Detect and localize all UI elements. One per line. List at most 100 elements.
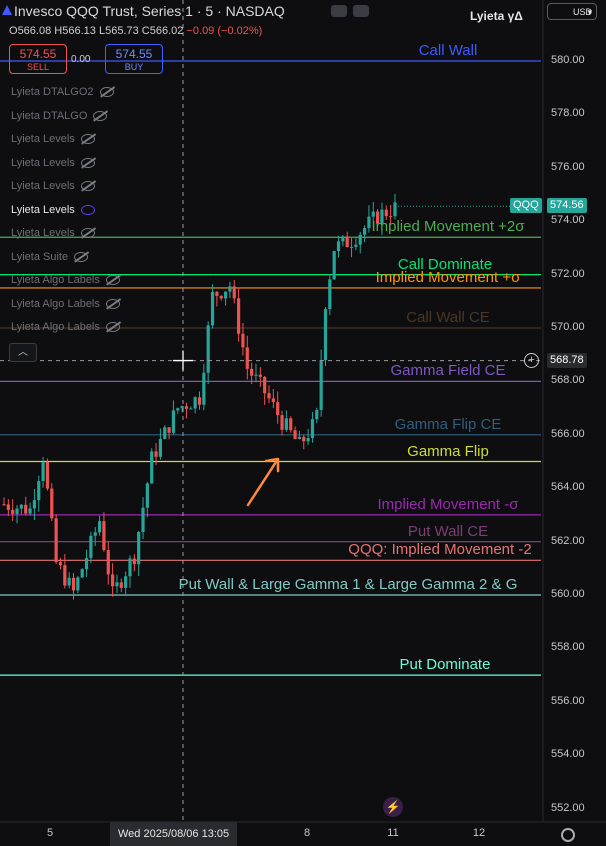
candle-body	[371, 211, 375, 217]
candle-body	[358, 234, 362, 245]
eye-off-icon[interactable]	[74, 251, 89, 262]
price-tick: 558.00	[551, 641, 585, 654]
eye-off-icon[interactable]	[105, 322, 120, 333]
level-label: Put Wall CE	[407, 522, 489, 540]
price-tick: 572.00	[551, 267, 585, 280]
price-tick: 574.00	[551, 214, 585, 227]
eye-off-icon[interactable]	[105, 275, 120, 286]
level-label: Call Wall	[418, 42, 478, 59]
crosshair	[0, 0, 541, 822]
candle-body	[41, 461, 45, 482]
indicator-item[interactable]: Lyieta DTALGO2	[11, 84, 114, 100]
candle-body	[293, 430, 297, 439]
candle-body	[302, 436, 306, 442]
candle-body	[97, 521, 102, 533]
buy-button[interactable]: 574.55 BUY	[105, 44, 163, 74]
candle-body	[50, 488, 54, 519]
eye-off-icon[interactable]	[105, 298, 120, 309]
indicator-item[interactable]: Lyieta Suite	[11, 249, 89, 265]
ohlc-readout: O566.08 H566.13 L565.73 C566.02 −0.09 (−…	[9, 25, 263, 37]
indicator-item[interactable]: Lyieta Algo Labels	[11, 272, 120, 288]
eye-off-icon[interactable]	[80, 134, 95, 145]
candle-body	[115, 582, 119, 587]
candle-body	[345, 236, 349, 248]
indicator-item[interactable]: Lyieta Levels	[11, 131, 95, 147]
level-label: Implied Movement +2σ	[371, 218, 525, 236]
level-label: Call Wall CE	[406, 309, 490, 326]
indicator-item[interactable]: Lyieta Algo Labels	[11, 296, 120, 312]
candle-body	[367, 216, 371, 229]
candle-body	[245, 347, 249, 369]
settings-button[interactable]	[353, 5, 369, 17]
candle-body	[163, 427, 167, 439]
candle-body	[232, 286, 236, 299]
indicator-item[interactable]: Lyieta Levels	[11, 155, 95, 171]
candle-body	[176, 408, 180, 411]
chart-grid	[0, 0, 606, 823]
candle-body	[106, 550, 110, 575]
indicator-item[interactable]: Lyieta Levels	[11, 202, 95, 218]
candle-body	[24, 504, 28, 514]
level-label: Put Wall & Large Gamma 1 & Large Gamma 2…	[178, 576, 518, 593]
candle-body	[250, 368, 254, 376]
candle-body	[228, 286, 232, 292]
candle-body	[332, 251, 336, 280]
time-tick: 12	[472, 827, 486, 839]
indicator-item[interactable]: Lyieta Levels	[11, 225, 95, 241]
indicator-item[interactable]: Lyieta Algo Labels	[11, 319, 120, 335]
candle-body	[132, 558, 136, 565]
eye-off-icon[interactable]	[80, 157, 95, 168]
candle-body	[202, 372, 206, 405]
time-tick: 5	[46, 827, 54, 839]
candle-body	[258, 374, 262, 377]
candle-body	[102, 521, 106, 551]
candle-body	[315, 409, 319, 420]
candle-body	[354, 244, 358, 247]
candle-body	[63, 565, 67, 586]
candle-body	[241, 333, 245, 348]
candle-body	[193, 397, 197, 409]
candlestick-series	[2, 193, 541, 600]
candle-body	[263, 376, 267, 394]
gear-icon[interactable]	[561, 828, 575, 842]
arrow-head	[264, 457, 280, 473]
eye-off-icon[interactable]	[99, 87, 114, 98]
crosshair-price-badge: 568.78	[547, 352, 587, 368]
price-tick: 552.00	[551, 801, 585, 814]
minimize-button[interactable]	[331, 5, 347, 17]
price-tick: 576.00	[551, 160, 585, 173]
collapse-button[interactable]: ︿	[9, 343, 37, 362]
eye-off-icon[interactable]	[80, 181, 95, 192]
sell-button[interactable]: 574.55 SELL	[9, 44, 67, 74]
candle-body	[306, 438, 310, 442]
eye-off-icon[interactable]	[93, 110, 108, 121]
add-alert-icon[interactable]: +	[524, 353, 539, 368]
eye-off-icon[interactable]	[80, 228, 95, 239]
lightning-icon[interactable]: ⚡	[383, 797, 403, 817]
candle-body	[389, 216, 393, 218]
indicator-item[interactable]: Lyieta Levels	[11, 178, 95, 194]
candle-body	[141, 507, 145, 533]
candle-body	[223, 291, 228, 299]
currency-select[interactable]: USD ▾	[547, 3, 597, 20]
candle-body	[11, 509, 15, 514]
candle-body	[145, 483, 149, 508]
candle-body	[84, 557, 89, 570]
candle-body	[376, 211, 380, 224]
candle-body	[349, 246, 354, 248]
candle-body	[128, 558, 132, 577]
candle-body	[93, 532, 97, 536]
candle-body	[76, 577, 80, 591]
candle-body	[19, 504, 23, 509]
indicator-item[interactable]: Lyieta DTALGO	[11, 108, 108, 124]
candle-body	[380, 209, 384, 224]
price-tick: 562.00	[551, 534, 585, 547]
candle-body	[197, 397, 202, 405]
candle-body	[119, 582, 123, 588]
currency-value: USD	[572, 7, 592, 17]
candle-body	[393, 202, 397, 217]
eye-icon[interactable]	[80, 204, 95, 215]
candle-body	[45, 461, 50, 489]
candle-body	[284, 418, 288, 430]
